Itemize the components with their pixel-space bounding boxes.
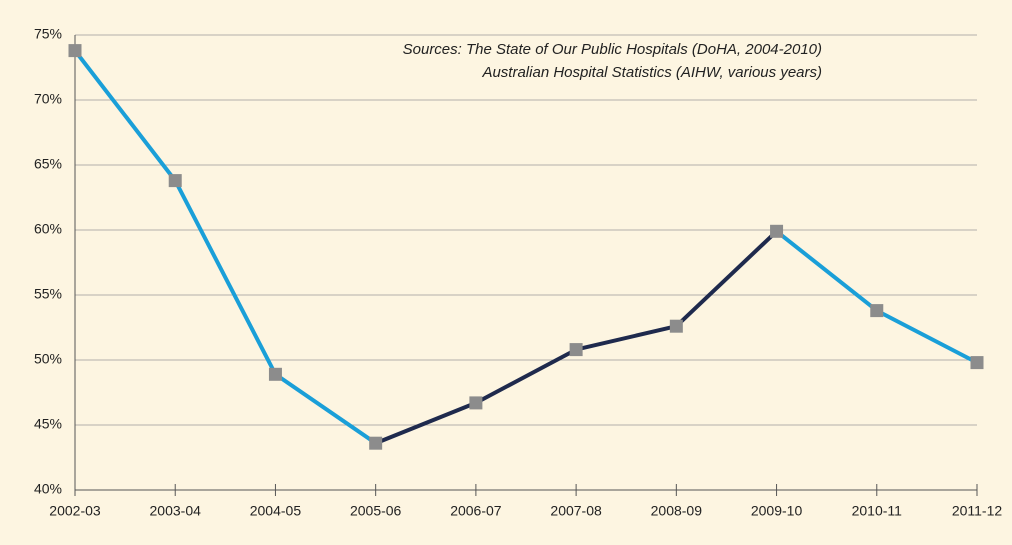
x-tick-label: 2008-09 bbox=[651, 503, 703, 519]
marker bbox=[469, 396, 483, 410]
y-tick-label: 50% bbox=[34, 351, 62, 367]
line-segment bbox=[173, 178, 278, 377]
x-tick-label: 2005-06 bbox=[350, 503, 402, 519]
x-tick-label: 2006-07 bbox=[450, 503, 502, 519]
x-tick-label: 2003-04 bbox=[150, 503, 202, 519]
x-tick-label: 2004-05 bbox=[250, 503, 302, 519]
line-segment bbox=[674, 229, 779, 329]
x-tick-label: 2009-10 bbox=[751, 503, 803, 519]
line-segment bbox=[373, 400, 478, 446]
marker bbox=[369, 436, 383, 450]
y-tick-label: 60% bbox=[34, 221, 62, 237]
y-tick-label: 65% bbox=[34, 156, 62, 172]
line-segment bbox=[774, 229, 879, 313]
x-tick-label: 2011-12 bbox=[952, 503, 1003, 519]
annotation: Australian Hospital Statistics (AIHW, va… bbox=[481, 64, 822, 81]
marker bbox=[970, 356, 984, 370]
line-segment bbox=[874, 308, 979, 365]
line-segment bbox=[473, 347, 579, 405]
x-tick-label: 2010-11 bbox=[852, 503, 903, 519]
y-tick-label: 75% bbox=[34, 26, 62, 42]
marker bbox=[168, 174, 182, 188]
marker bbox=[268, 367, 282, 381]
y-tick-label: 55% bbox=[34, 286, 62, 302]
marker bbox=[669, 319, 683, 333]
line-segment bbox=[273, 372, 378, 446]
y-tick-label: 40% bbox=[34, 481, 62, 497]
line-segment bbox=[574, 324, 679, 352]
y-tick-label: 45% bbox=[34, 416, 62, 432]
x-tick-label: 2007-08 bbox=[550, 503, 602, 519]
annotation: Sources: The State of Our Public Hospita… bbox=[403, 41, 822, 58]
marker bbox=[870, 304, 884, 318]
x-tick-label: 2002-03 bbox=[49, 503, 101, 519]
marker bbox=[569, 343, 583, 357]
marker bbox=[770, 224, 784, 238]
y-tick-label: 70% bbox=[34, 91, 62, 107]
marker bbox=[68, 44, 82, 58]
line-segment bbox=[73, 48, 178, 183]
